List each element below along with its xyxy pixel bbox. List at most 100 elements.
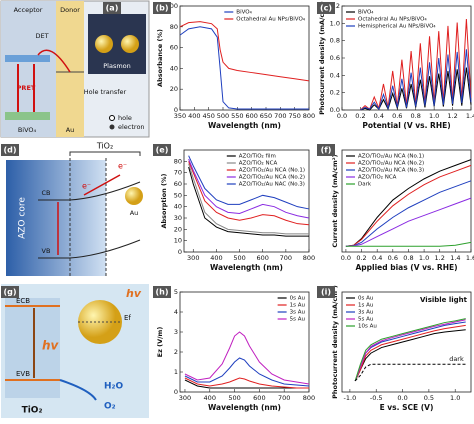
y-tick-label: 0.0 xyxy=(330,106,340,114)
series-line xyxy=(188,166,309,237)
x-tick-label: 800 xyxy=(303,254,315,262)
y-tick-label: 0 xyxy=(174,388,178,396)
x-tick-label: 700 xyxy=(274,112,286,120)
x-tick-label: 1.0 xyxy=(429,112,439,120)
chart: 350 400 450 500 550 600 650 700 750 800 0 20 40 60 80 1… xyxy=(153,2,315,130)
label: Plasmon xyxy=(103,62,131,70)
x-axis-label: Wavelength (nm) xyxy=(208,121,281,130)
x-tick-label: -1.0 xyxy=(344,394,357,402)
y-tick-label: 80 xyxy=(174,157,182,165)
x-tick-label: 0.8 xyxy=(411,112,421,120)
x-tick-label: 400 xyxy=(204,394,216,402)
series-line xyxy=(188,158,310,219)
y-tick-label: 20 xyxy=(174,225,182,233)
legend-label: 10s Au xyxy=(358,324,377,330)
x-tick-label: 700 xyxy=(280,254,292,262)
label: VB xyxy=(42,247,51,255)
legend-label: AZO/TiO₂/Au NCA (No.1) xyxy=(239,168,305,174)
y-axis-label: Absorption (%) xyxy=(160,173,168,228)
y-axis-label: Photocurrent density (mA/cm²) xyxy=(331,285,339,399)
x-tick-label: 1.4 xyxy=(450,254,460,262)
x-tick-label: 800 xyxy=(303,112,315,120)
panel-label: (i) xyxy=(321,288,331,297)
panel-label-bg xyxy=(153,2,171,14)
legend-label: AZO/TiO₂ NCA xyxy=(358,175,397,181)
label: CB xyxy=(42,189,51,197)
y-axis-label: Absorbance (%) xyxy=(156,29,164,87)
x-tick-label: 550 xyxy=(231,112,243,120)
panel-label-bg xyxy=(1,144,19,156)
legend-label: 1s Au xyxy=(358,303,373,309)
series-line xyxy=(345,241,472,247)
electron-icon xyxy=(109,124,115,130)
cb-edge xyxy=(38,181,141,201)
x-tick-label: 0.8 xyxy=(403,254,413,262)
diagram-g: (g) ECB EVB TiO₂ hv hv Ef H₂O O₂ xyxy=(1,284,149,418)
label: Donor xyxy=(60,6,80,14)
x-tick-label: 1.0 xyxy=(450,394,460,402)
x-axis-label: Applied bias (V vs. RHE) xyxy=(355,263,457,272)
legend-label: Dark xyxy=(358,182,372,188)
y-tick-label: 0.4 xyxy=(330,71,340,79)
label: Au xyxy=(66,126,75,134)
panel-label: (f) xyxy=(321,146,332,155)
core xyxy=(6,160,106,276)
legend-label: Octahedral Au NPs/BiVO₄ xyxy=(358,17,427,23)
diagram-a: (a) Acceptor Donor Plasmon DET PRET Hole… xyxy=(0,0,150,138)
series-line xyxy=(345,164,472,247)
x-tick-label: 0.0 xyxy=(341,254,351,262)
x-tick-label: 750 xyxy=(288,112,300,120)
legend-label: AZO/TiO₂/Au NCA (No.1) xyxy=(358,154,424,160)
x-tick-label: 650 xyxy=(260,112,272,120)
legend-label: BiVO₄ xyxy=(236,10,252,16)
x-axis-label: Wavelength (nm) xyxy=(208,403,281,412)
vb-band xyxy=(5,112,50,120)
panel-label-bg xyxy=(1,286,19,298)
x-tick-label: 0.2 xyxy=(356,254,366,262)
semiconductor xyxy=(5,298,60,398)
x-tick-label: 1.6 xyxy=(466,254,474,262)
line-label: dark xyxy=(449,355,464,363)
y-axis-label: Ez (V/m) xyxy=(156,327,164,358)
plot-frame xyxy=(179,5,310,111)
y-tick-label: 100 xyxy=(166,2,178,10)
label: TiO₂ xyxy=(96,142,113,151)
label: Au xyxy=(130,209,139,217)
panel-label: (b) xyxy=(155,4,168,13)
arrow xyxy=(37,49,71,73)
series-line xyxy=(188,155,310,210)
y-axis-label: Photocurrent density (mA/cm²) xyxy=(318,1,326,115)
legend-label: Octahedral Au NPs/BiVO₄ xyxy=(236,17,305,23)
plot-frame xyxy=(179,291,310,393)
x-tick-label: 700 xyxy=(278,394,290,402)
hole-icon xyxy=(109,115,115,121)
chart: 0.0 0.2 0.4 0.6 0.8 1.0 1.2 1.4 0.0 0.2 0.4 0.6 0.8 1… xyxy=(317,1,474,130)
panel-label-bg xyxy=(153,144,171,156)
legend-label: AZO/TiO₂/Au NCA (No.2) xyxy=(358,161,424,167)
label: Hole transfer xyxy=(84,88,127,96)
y-tick-label: 70 xyxy=(174,169,182,177)
y-tick-label: 0.8 xyxy=(330,37,340,45)
label: BiVO₄ xyxy=(18,126,37,134)
label: O₂ xyxy=(104,402,116,412)
legend-label: AZO/TiO₂ film xyxy=(239,154,276,160)
y-tick-label: 40 xyxy=(170,64,178,72)
diagram-d: (d) TiO₂ AZO core CB VB e⁻ e⁻ Au xyxy=(1,142,143,278)
x-tick-label: 500 xyxy=(217,112,229,120)
y-tick-label: 80 xyxy=(170,23,178,31)
legend-label: Hemispherical Au NPs/BiVO₄ xyxy=(358,24,436,30)
x-tick-label: 600 xyxy=(253,394,265,402)
series-line xyxy=(354,318,466,382)
x-tick-label: 500 xyxy=(228,394,240,402)
y-tick-label: 60 xyxy=(174,180,182,188)
annotation: Visible light xyxy=(420,296,468,304)
series-line xyxy=(184,379,309,389)
panel-label: (h) xyxy=(155,288,168,297)
y-tick-label: 30 xyxy=(174,214,182,222)
x-tick-label: 400 xyxy=(188,112,200,120)
x-tick-label: 450 xyxy=(202,112,214,120)
cb-band xyxy=(5,55,50,62)
series-line xyxy=(179,26,309,110)
legend-label: 0s Au xyxy=(290,296,305,302)
